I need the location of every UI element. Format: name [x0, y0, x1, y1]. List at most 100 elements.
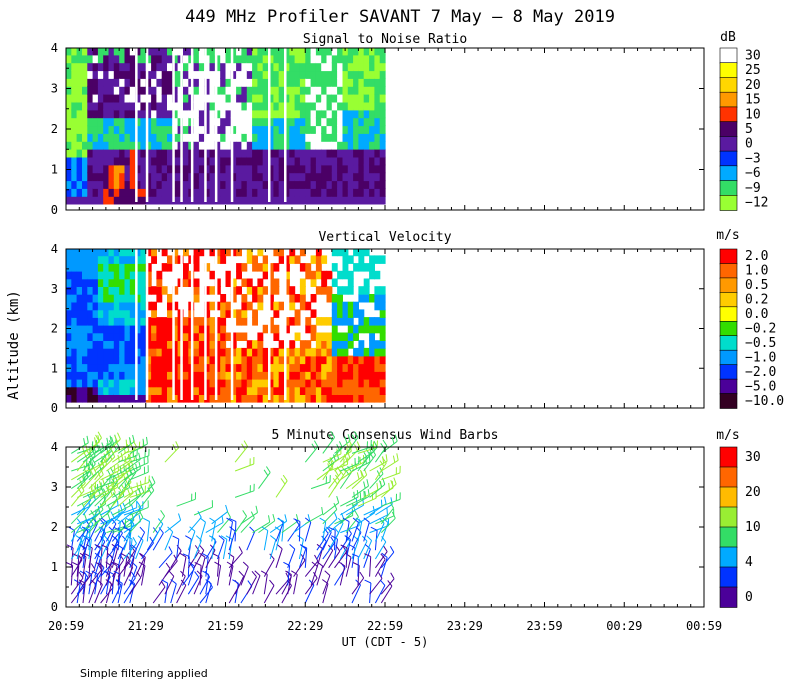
- snr-cell: [252, 140, 258, 150]
- vertical-velocity-cell: [183, 340, 189, 349]
- snr-cell: [156, 164, 163, 174]
- vertical-velocity-cell: [326, 340, 333, 349]
- snr-cell: [66, 156, 72, 166]
- snr-cell: [140, 54, 147, 64]
- snr-cell: [268, 117, 274, 127]
- vertical-velocity-cell: [369, 317, 375, 326]
- snr-cell: [151, 164, 157, 174]
- vertical-velocity-cell: [246, 340, 253, 349]
- wind-barb: [322, 511, 338, 533]
- snr-cell: [82, 62, 88, 72]
- wind-barb: [187, 510, 202, 533]
- wind-barb: [164, 526, 174, 551]
- snr-cell: [135, 93, 141, 103]
- snr-cell: [358, 54, 365, 64]
- snr-cell: [294, 148, 301, 158]
- vertical-velocity-cell: [113, 378, 120, 388]
- vertical-velocity-cell: [66, 332, 72, 341]
- vertical-velocity-cell: [76, 394, 83, 403]
- snr-cell: [273, 70, 280, 79]
- snr-cell: [241, 70, 248, 79]
- vertical-velocity-cell: [284, 324, 290, 334]
- vertical-velocity-cell: [369, 363, 375, 372]
- snr-cell: [230, 101, 237, 111]
- vertical-velocity-cell: [92, 386, 99, 395]
- vertical-velocity-cell: [129, 363, 136, 372]
- vertical-velocity-cell: [140, 386, 147, 395]
- snr-cell: [183, 93, 189, 103]
- wind-barb: [258, 466, 271, 489]
- snr-cell: [294, 78, 301, 87]
- vertical-velocity-cell: [257, 332, 264, 341]
- wind-barb: [94, 579, 103, 604]
- snr-gap: [145, 48, 149, 202]
- snr-cell: [140, 140, 147, 150]
- wind-barb: [76, 526, 85, 551]
- vertical-velocity-cell: [167, 363, 173, 372]
- vertical-velocity-cell: [236, 378, 242, 388]
- snr-cell: [236, 78, 242, 87]
- vertical-velocity-cell: [337, 340, 343, 349]
- snr-cell: [331, 180, 338, 189]
- snr-cell: [209, 133, 216, 142]
- wind-barb: [355, 517, 363, 542]
- snr-cell: [129, 101, 136, 111]
- snr-cell: [214, 156, 221, 166]
- vertical-velocity-cell: [140, 278, 147, 287]
- vertical-velocity-cell: [151, 309, 157, 318]
- vertical-velocity-cell: [326, 371, 333, 380]
- wind-barb: [381, 465, 401, 481]
- snr-cell: [353, 101, 359, 111]
- wind-barb: [380, 477, 397, 498]
- vertical-velocity-cell: [326, 355, 333, 365]
- vertical-velocity-cell: [331, 309, 338, 318]
- snr-cell: [353, 70, 359, 79]
- vertical-velocity-cell: [262, 355, 269, 365]
- vertical-velocity-cell: [172, 324, 179, 334]
- vertical-velocity-cell: [347, 286, 354, 295]
- vertical-velocity-cell: [113, 371, 120, 380]
- vertical-velocity-cell: [87, 378, 94, 388]
- snr-cell: [246, 62, 253, 72]
- vertical-velocity-gap: [268, 249, 271, 400]
- snr-cell: [252, 180, 258, 189]
- snr-cell: [241, 180, 248, 189]
- snr-cell: [252, 93, 258, 103]
- snr-cell: [337, 172, 343, 182]
- vertical-velocity-cell: [379, 386, 386, 395]
- vertical-velocity-cell: [252, 317, 258, 326]
- snr-cell: [315, 109, 322, 119]
- snr-cell: [305, 109, 312, 119]
- snr-cell: [294, 54, 301, 64]
- snr-cell: [209, 180, 216, 189]
- snr-cell: [294, 125, 301, 134]
- snr-cell: [92, 133, 99, 142]
- vertical-velocity-cell: [347, 386, 354, 395]
- snr-cell: [310, 54, 317, 64]
- wind-barb: [291, 570, 298, 595]
- vertical-velocity-cell: [151, 332, 157, 341]
- vertical-velocity-cell: [268, 378, 274, 388]
- snr-cell: [108, 70, 115, 79]
- snr-cell: [315, 140, 322, 150]
- vertical-velocity-cell: [310, 355, 317, 365]
- vertical-velocity-cell: [363, 371, 370, 380]
- snr-cell: [321, 62, 328, 72]
- snr-cell: [236, 101, 242, 111]
- snr-cell: [326, 85, 333, 95]
- vertical-velocity-cell: [124, 378, 131, 388]
- snr-cell: [225, 188, 232, 197]
- snr-cell: [124, 62, 131, 72]
- vertical-velocity-cell: [140, 263, 147, 272]
- snr-cell: [129, 140, 136, 150]
- vertical-velocity-cell: [305, 386, 312, 395]
- vertical-velocity-cell: [140, 363, 147, 372]
- snr-cell: [119, 140, 126, 150]
- vertical-velocity-cell: [87, 347, 94, 357]
- vertical-velocity-cell: [220, 340, 227, 349]
- vertical-velocity-cell: [151, 249, 157, 257]
- snr-cell: [310, 172, 317, 182]
- snr-cell: [204, 172, 211, 182]
- vertical-velocity-cell: [82, 347, 88, 357]
- snr-cell: [66, 125, 72, 134]
